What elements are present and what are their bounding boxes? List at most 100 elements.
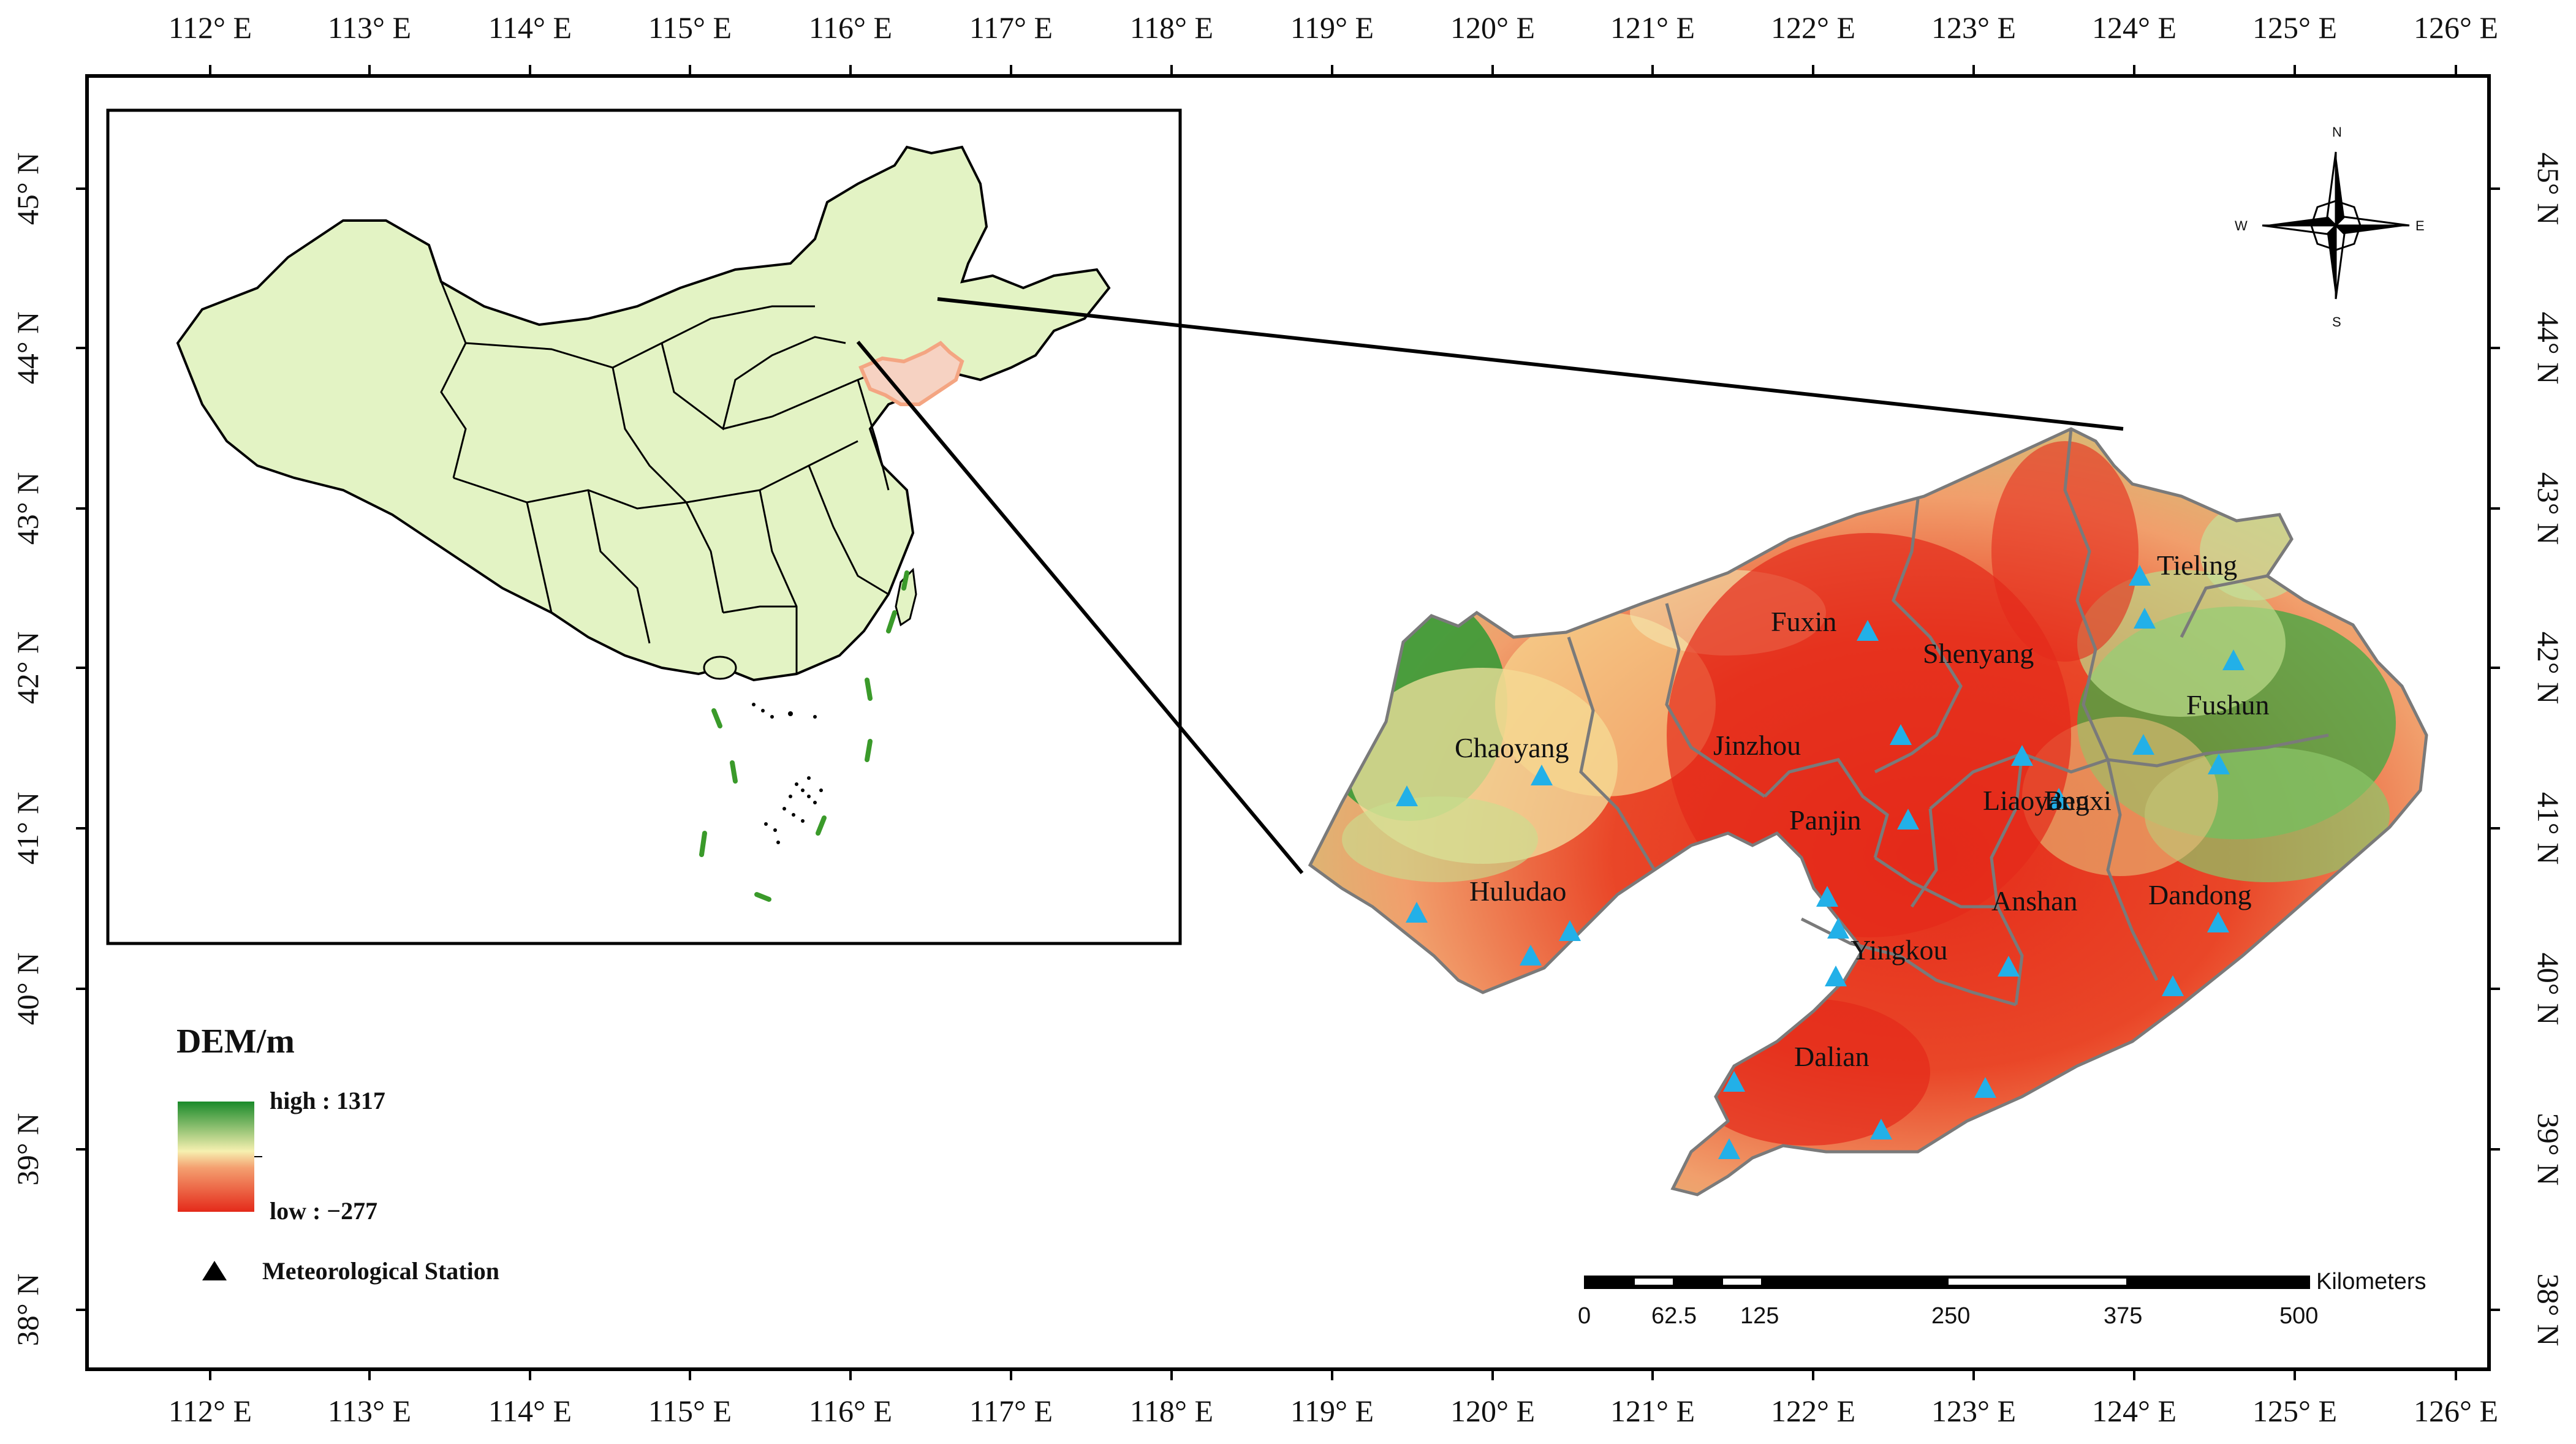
lon-label-bottom: 124° E — [2092, 1394, 2176, 1428]
lon-label-top: 112° E — [169, 10, 252, 45]
station-marker-icon — [2134, 608, 2156, 629]
city-label-panjin: Panjin — [1789, 804, 1862, 836]
lat-label-left: 45° N — [10, 153, 45, 225]
lon-label-bottom: 114° E — [488, 1394, 572, 1428]
city-label-jinzhou: Jinzhou — [1713, 730, 1801, 761]
lon-label-bottom: 113° E — [328, 1394, 411, 1428]
city-label-benxi: Benxi — [2044, 785, 2112, 816]
station-marker-icon — [1974, 1077, 1996, 1098]
longitude-axis: 112° E 112° E 113° E 113° E 114° E 114° E 115°… — [169, 10, 2498, 1428]
liaoning-highlight — [858, 341, 964, 406]
lon-label-top: 116° E — [809, 10, 892, 45]
station-marker-icon — [1998, 956, 2020, 977]
lat-label-left: 38° N — [10, 1274, 45, 1347]
lon-label-bottom: 125° E — [2252, 1394, 2337, 1428]
compass-rose-icon: N S E W — [2235, 124, 2425, 330]
lon-label-bottom: 112° E — [169, 1394, 252, 1428]
compass-west-label: W — [2235, 218, 2248, 233]
station-marker-icon — [2162, 975, 2184, 996]
station-marker-icon — [1559, 920, 1581, 941]
lon-label-bottom: 115° E — [648, 1394, 732, 1428]
connector-line-bottom — [856, 341, 1304, 874]
station-marker-icon — [1870, 1119, 1892, 1140]
station-marker-icon — [2048, 788, 2070, 809]
lon-label-bottom: 117° E — [969, 1394, 1053, 1428]
lat-label-right: 39° N — [2531, 1113, 2566, 1186]
station-marker-icon — [1520, 945, 1542, 966]
city-label-shenyang: Shenyang — [1923, 638, 2034, 669]
city-labels: Tieling Fuxin Shenyang Fushun Chaoyang Jinzho… — [1455, 550, 2269, 1072]
lon-label-bottom: 120° E — [1450, 1394, 1535, 1428]
station-marker-icon — [1396, 785, 1418, 806]
station-marker-icon — [2011, 745, 2033, 766]
station-marker-icon — [1827, 918, 1849, 939]
lon-label-top: 117° E — [969, 10, 1053, 45]
lat-label-left: 40° N — [10, 953, 45, 1026]
scale-label-2: 125 — [1740, 1303, 1779, 1329]
city-label-chaoyang: Chaoyang — [1455, 732, 1569, 763]
lon-label-top: 118° E — [1130, 10, 1213, 45]
station-marker-icon — [1723, 1071, 1745, 1092]
lon-label-top: 120° E — [1450, 10, 1535, 45]
lon-label-top: 125° E — [2252, 10, 2337, 45]
lon-label-top: 123° E — [1931, 10, 2016, 45]
lat-label-right: 41° N — [2531, 792, 2566, 865]
city-label-dalian: Dalian — [1794, 1041, 1869, 1072]
station-marker-icon — [1897, 809, 1919, 830]
city-label-dandong: Dandong — [2148, 879, 2252, 910]
lat-label-left: 42° N — [10, 632, 45, 705]
lat-label-right: 44° N — [2531, 312, 2566, 385]
station-marker-icon — [2129, 565, 2151, 586]
compass-north-label: N — [2332, 124, 2342, 140]
compass-south-label: S — [2332, 314, 2341, 330]
compass-east-label: E — [2415, 218, 2425, 233]
lat-label-right: 40° N — [2531, 953, 2566, 1026]
city-label-tieling: Tieling — [2157, 550, 2237, 581]
province-borders — [440, 281, 890, 674]
scale-label-0: 0 — [1578, 1303, 1591, 1329]
station-marker-icon — [1718, 1138, 1740, 1159]
lon-label-top: 113° E — [328, 10, 411, 45]
station-markers — [1396, 565, 2245, 1159]
lat-label-left: 39° N — [10, 1113, 45, 1186]
china-inset — [106, 108, 1182, 945]
station-marker-icon — [2207, 912, 2229, 932]
lon-label-bottom: 116° E — [809, 1394, 892, 1428]
legend-low-label: low : −277 — [270, 1197, 377, 1225]
china-outline — [176, 145, 1111, 682]
lon-label-bottom: 121° E — [1610, 1394, 1695, 1428]
city-label-fuxin: Fuxin — [1771, 606, 1836, 637]
south-china-sea-islands — [752, 703, 823, 844]
lon-label-bottom: 119° E — [1290, 1394, 1374, 1428]
scale-bar: Kilometers 0 62.5 125 250 375 500 — [1578, 1269, 2426, 1329]
lon-label-top: 124° E — [2092, 10, 2176, 45]
lat-label-right: 45° N — [2531, 153, 2566, 225]
scale-label-4: 375 — [2104, 1303, 2142, 1329]
lon-label-bottom: 123° E — [1931, 1394, 2016, 1428]
lon-label-bottom: 122° E — [1771, 1394, 1855, 1428]
lon-label-top: 121° E — [1610, 10, 1695, 45]
lon-label-top: 126° E — [2414, 10, 2498, 45]
scale-label-1: 62.5 — [1651, 1303, 1697, 1329]
station-marker-icon — [1406, 902, 1428, 923]
station-marker-icon — [2132, 734, 2154, 755]
lon-label-top: 115° E — [648, 10, 732, 45]
legend-color-ramp — [178, 1102, 254, 1212]
scale-label-3: 250 — [1931, 1303, 1970, 1329]
city-label-fushun: Fushun — [2186, 689, 2269, 720]
lat-label-right: 38° N — [2531, 1274, 2566, 1347]
lon-label-top: 114° E — [488, 10, 572, 45]
connector-line-top — [937, 297, 2124, 431]
station-marker-icon — [2208, 754, 2230, 774]
latitude-axis: 45° N 45° N 44° N 44° N 43° N 43° N 42° N 42° N… — [10, 153, 2566, 1347]
station-marker-icon — [1825, 966, 1847, 986]
city-label-yingkou: Yingkou — [1851, 934, 1947, 966]
station-legend-icon — [202, 1261, 227, 1280]
scale-unit: Kilometers — [2316, 1269, 2426, 1295]
lon-label-top: 122° E — [1771, 10, 1855, 45]
liaoning-outline — [1308, 427, 2428, 1196]
station-marker-icon — [1890, 724, 1912, 745]
legend-station-label: Meteorological Station — [262, 1257, 499, 1285]
lon-label-bottom: 118° E — [1130, 1394, 1213, 1428]
